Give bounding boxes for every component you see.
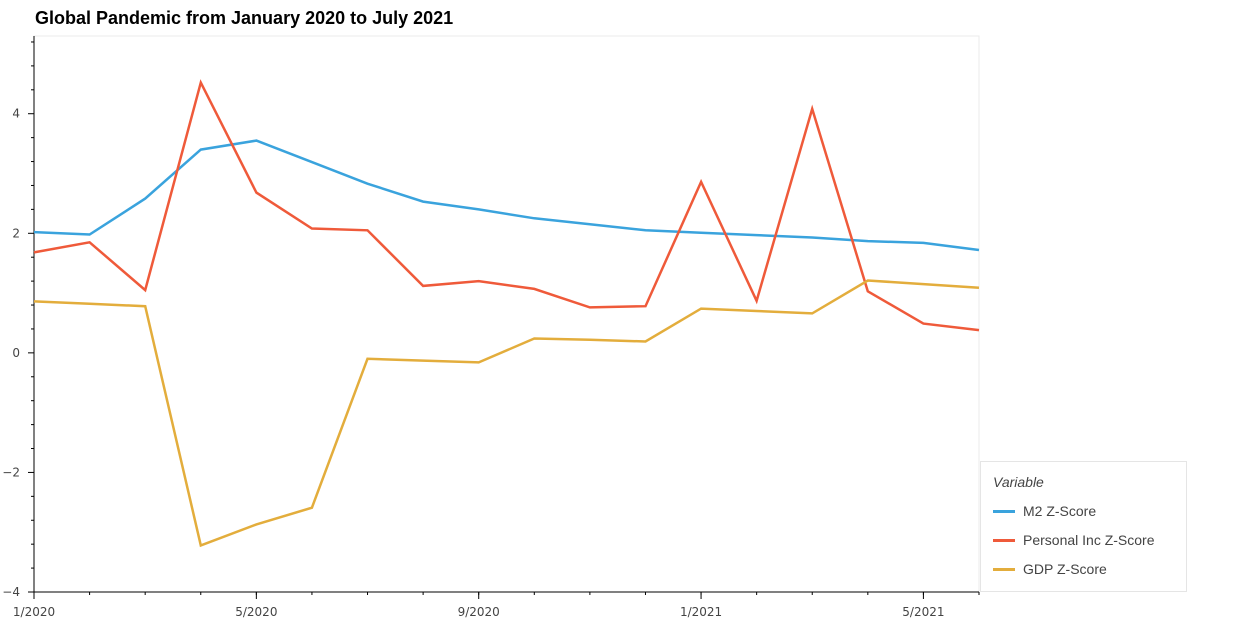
series-line-3 — [33, 279, 980, 548]
x-axis: 1/2020 5/2020 9/2020 1/2021 5/2021 — [13, 591, 980, 619]
legend-swatch-personal-inc — [993, 538, 1015, 542]
chart-title: Global Pandemic from January 2020 to Jul… — [35, 8, 454, 28]
y-tick-label: −4 — [2, 585, 20, 599]
y-tick-label: −2 — [2, 465, 20, 479]
y-tick-label: 0 — [12, 346, 20, 360]
legend-label-m2: M2 Z-Score — [1023, 503, 1097, 519]
legend-item-personal-inc[interactable]: Personal Inc Z-Score — [993, 530, 1155, 550]
y-tick-label: 2 — [12, 226, 20, 240]
x-tick-label: 9/2020 — [458, 605, 500, 619]
y-tick-label: 4 — [12, 107, 20, 121]
series-line-1 — [33, 139, 980, 252]
legend-swatch-gdp — [993, 567, 1015, 571]
legend-swatch-m2 — [993, 509, 1015, 513]
x-tick-label: 5/2020 — [235, 605, 277, 619]
legend-item-gdp[interactable]: GDP Z-Score — [993, 559, 1107, 579]
series-line-2 — [33, 79, 980, 332]
legend-item-m2[interactable]: M2 Z-Score — [993, 501, 1096, 521]
series-lines — [33, 79, 980, 548]
legend-title: Variable — [993, 474, 1044, 490]
y-axis: 4 2 0 −2 −4 — [2, 36, 35, 599]
x-tick-label: 1/2020 — [13, 605, 55, 619]
legend-label-gdp: GDP Z-Score — [1023, 561, 1107, 577]
x-tick-label: 5/2021 — [902, 605, 944, 619]
x-tick-label: 1/2021 — [680, 605, 722, 619]
legend: Variable M2 Z-Score Personal Inc Z-Score… — [980, 461, 1187, 592]
plot-area — [33, 35, 980, 593]
legend-label-personal-inc: Personal Inc Z-Score — [1023, 532, 1155, 548]
